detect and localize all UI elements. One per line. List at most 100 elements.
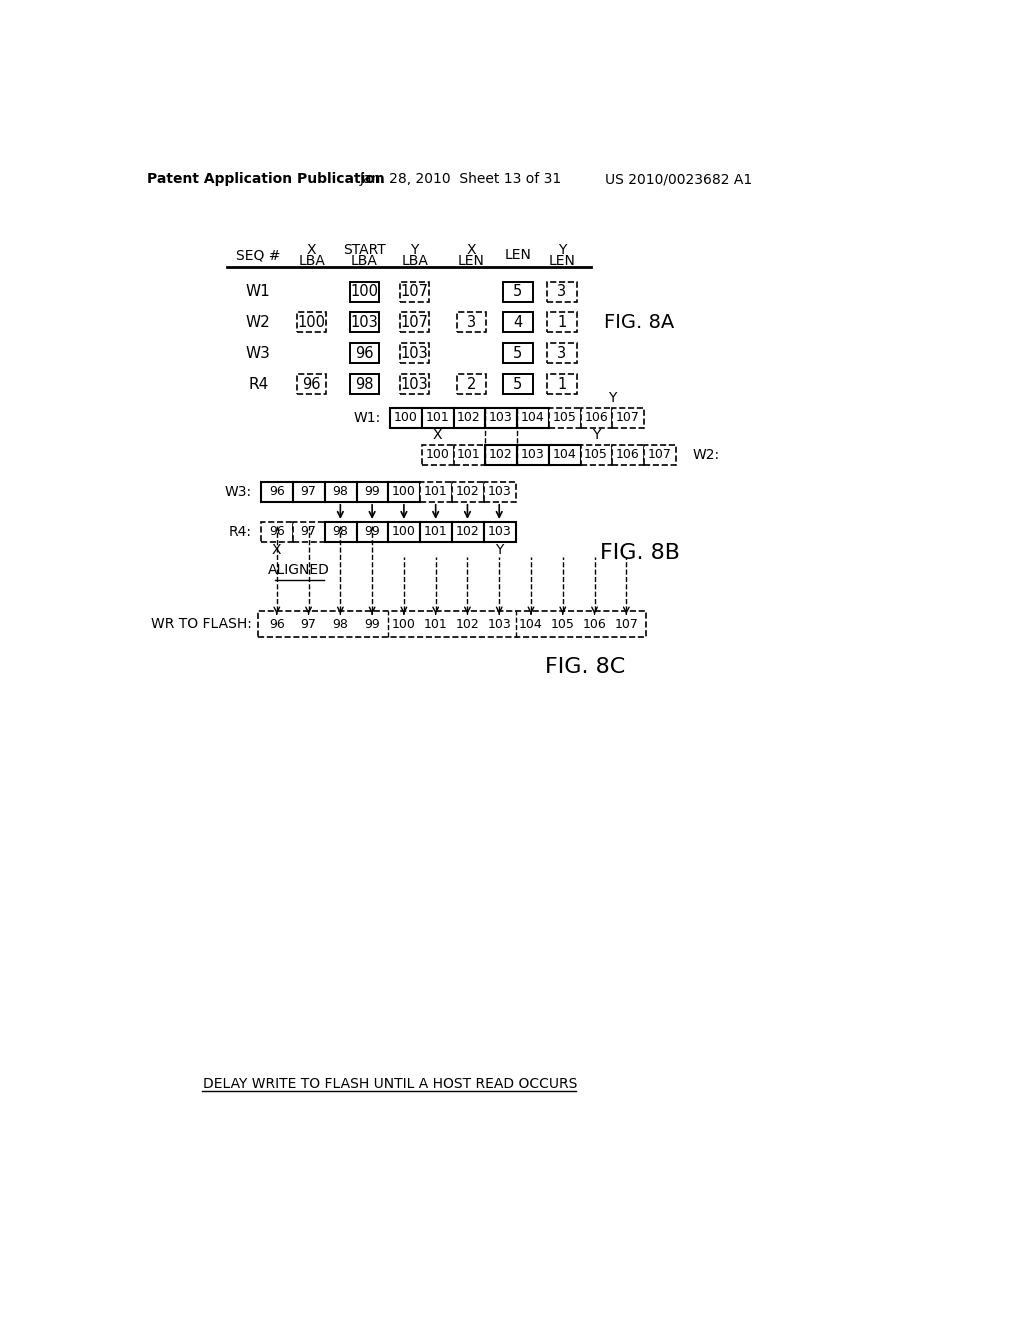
- Text: Y: Y: [608, 391, 616, 405]
- Text: Patent Application Publication: Patent Application Publication: [147, 172, 385, 186]
- Bar: [517, 445, 549, 465]
- Text: 106: 106: [583, 618, 606, 631]
- Text: 4: 4: [513, 315, 522, 330]
- Text: 103: 103: [487, 618, 511, 631]
- Text: 97: 97: [301, 486, 316, 499]
- Text: DELAY WRITE TO FLASH UNTIL A HOST READ OCCURS: DELAY WRITE TO FLASH UNTIL A HOST READ O…: [203, 1077, 578, 1090]
- Text: 107: 107: [648, 449, 672, 462]
- Text: 99: 99: [365, 618, 380, 631]
- Text: US 2010/0023682 A1: US 2010/0023682 A1: [604, 172, 752, 186]
- Bar: [503, 343, 532, 363]
- Text: 98: 98: [355, 376, 374, 392]
- Text: 98: 98: [333, 486, 348, 499]
- Text: 97: 97: [301, 618, 316, 631]
- Bar: [644, 445, 676, 465]
- Bar: [349, 374, 379, 395]
- Bar: [422, 445, 454, 465]
- Text: 100: 100: [298, 315, 326, 330]
- Text: 96: 96: [269, 525, 285, 539]
- Text: X: X: [307, 243, 316, 257]
- Text: 96: 96: [269, 486, 285, 499]
- Text: FIG. 8C: FIG. 8C: [545, 656, 626, 677]
- Bar: [581, 445, 612, 465]
- Bar: [457, 374, 486, 395]
- Text: ALIGNED: ALIGNED: [267, 564, 330, 577]
- Text: 100: 100: [392, 618, 416, 631]
- Text: 100: 100: [392, 486, 416, 499]
- Text: 105: 105: [552, 412, 577, 425]
- Text: 107: 107: [400, 315, 429, 330]
- Text: 3: 3: [467, 315, 476, 330]
- Text: W1:: W1:: [353, 411, 381, 425]
- Bar: [349, 281, 379, 302]
- Bar: [356, 482, 388, 502]
- Bar: [483, 614, 515, 635]
- Bar: [454, 445, 485, 465]
- Text: X: X: [432, 428, 442, 442]
- Text: Y: Y: [495, 544, 504, 557]
- Text: 107: 107: [400, 284, 429, 300]
- Bar: [356, 521, 388, 543]
- Bar: [422, 408, 454, 428]
- Text: 103: 103: [350, 315, 378, 330]
- Bar: [420, 482, 452, 502]
- Text: FIG. 8A: FIG. 8A: [604, 313, 675, 331]
- Text: LBA: LBA: [401, 253, 428, 268]
- Bar: [483, 521, 515, 543]
- Text: 3: 3: [557, 346, 566, 360]
- Text: 99: 99: [365, 486, 380, 499]
- Text: 102: 102: [488, 449, 513, 462]
- Bar: [388, 614, 420, 635]
- Bar: [388, 521, 420, 543]
- Bar: [581, 408, 612, 428]
- Text: 103: 103: [400, 346, 429, 360]
- Bar: [261, 482, 293, 502]
- Text: FIG. 8B: FIG. 8B: [599, 544, 680, 564]
- Bar: [420, 521, 452, 543]
- Text: W1: W1: [246, 284, 270, 300]
- Bar: [452, 614, 483, 635]
- Bar: [293, 482, 325, 502]
- Text: 101: 101: [424, 618, 447, 631]
- Bar: [579, 614, 611, 635]
- Text: LEN: LEN: [458, 253, 484, 268]
- Bar: [400, 281, 429, 302]
- Text: 101: 101: [425, 412, 450, 425]
- Text: LEN: LEN: [505, 248, 531, 263]
- Bar: [485, 445, 517, 465]
- Text: 107: 107: [616, 412, 640, 425]
- Text: LBA: LBA: [351, 253, 378, 268]
- Bar: [390, 408, 422, 428]
- Bar: [400, 374, 429, 395]
- Bar: [297, 313, 327, 333]
- Bar: [258, 611, 646, 638]
- Bar: [483, 482, 515, 502]
- Text: 103: 103: [488, 412, 513, 425]
- Text: 106: 106: [585, 412, 608, 425]
- Bar: [612, 408, 644, 428]
- Text: 101: 101: [457, 449, 481, 462]
- Text: 98: 98: [333, 618, 348, 631]
- Bar: [457, 313, 486, 333]
- Text: 2: 2: [467, 376, 476, 392]
- Text: 105: 105: [551, 618, 574, 631]
- Text: 5: 5: [513, 284, 522, 300]
- Bar: [612, 445, 644, 465]
- Text: LBA: LBA: [298, 253, 325, 268]
- Text: 103: 103: [400, 376, 429, 392]
- Text: Y: Y: [592, 428, 600, 442]
- Text: Y: Y: [411, 243, 419, 257]
- Bar: [452, 521, 483, 543]
- Text: 99: 99: [365, 525, 380, 539]
- Text: START: START: [343, 243, 386, 257]
- Bar: [400, 313, 429, 333]
- Text: 98: 98: [333, 525, 348, 539]
- Text: 100: 100: [392, 525, 416, 539]
- Bar: [547, 281, 577, 302]
- Bar: [547, 614, 579, 635]
- Bar: [515, 614, 547, 635]
- Bar: [400, 343, 429, 363]
- Text: 100: 100: [393, 412, 418, 425]
- Bar: [420, 614, 452, 635]
- Text: Y: Y: [558, 243, 566, 257]
